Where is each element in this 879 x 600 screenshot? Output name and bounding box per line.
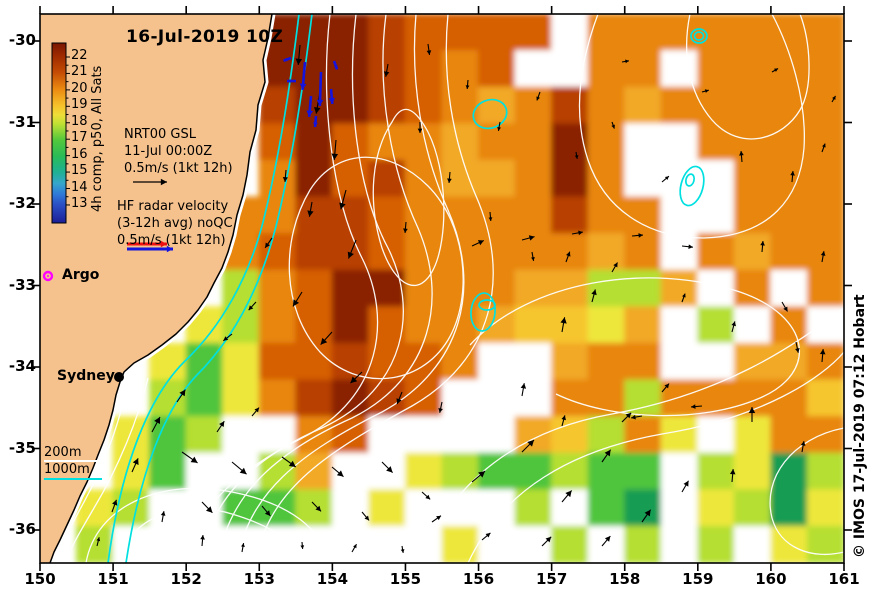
colorbar-tick-label: 21: [71, 64, 88, 80]
x-tick-label: 153: [243, 570, 275, 588]
y-tick-label: -35: [8, 438, 36, 457]
x-tick-label: 161: [828, 570, 860, 588]
x-tick-label: 160: [755, 570, 787, 588]
x-tick-label: 157: [535, 570, 568, 588]
colorbar-label: 4h comp, p50, All Sats: [90, 65, 105, 212]
copyright-text: © IMOS 17-Jul-2019 07:12 Hobart: [852, 294, 868, 558]
colorbar-tick-label: 20: [71, 80, 88, 96]
colorbar-tick-label: 22: [71, 48, 88, 63]
x-tick-label: 156: [462, 570, 495, 588]
x-tick-label: 150: [24, 570, 56, 588]
legend-hf-line3: 0.5m/s (1kt 12h): [117, 233, 226, 248]
colorbar-tick-label: 18: [71, 113, 88, 129]
colorbar-tick-label: 17: [71, 130, 88, 146]
hf-radar-arrows: [283, 56, 339, 128]
legend-nrt-line2: 11-Jul 00:00Z: [124, 144, 213, 159]
sydney-label: Sydney: [57, 368, 115, 384]
y-tick-label: -33: [8, 275, 36, 294]
legend-nrt-line3: 0.5m/s (1kt 12h): [124, 161, 233, 176]
x-tick-label: 151: [97, 570, 129, 588]
argo-label: Argo: [62, 267, 100, 283]
y-tick-label: -34: [8, 357, 36, 375]
colorbar-tick-label: 19: [71, 97, 88, 113]
y-tick-label: -31: [8, 112, 36, 131]
x-tick-label: 155: [389, 570, 422, 588]
legend-hf-line1: HF radar velocity: [117, 199, 229, 214]
y-tick-label: -36: [8, 520, 36, 538]
depth-200m-label: 200m: [44, 445, 82, 460]
y-tick-label: -32: [8, 194, 36, 212]
legend-hf-line2: (3-12h avg) noQC: [117, 216, 233, 231]
depth-1000m-label: 1000m: [44, 462, 90, 477]
colorbar-tick-label: 14: [71, 179, 88, 195]
colorbar-tick-label: 16: [71, 146, 88, 162]
y-tick-label: -30: [8, 31, 36, 49]
colorbar-tick-label: 15: [71, 163, 88, 179]
velocity-arrows: [96, 43, 836, 553]
argo-marker: [42, 270, 54, 282]
x-tick-label: 152: [170, 570, 202, 588]
x-tick-label: 159: [682, 570, 714, 588]
legend-nrt-line1: NRT00 GSL: [124, 127, 196, 142]
map-title: 16-Jul-2019 10Z: [126, 27, 284, 47]
colorbar-tick-label: 13: [71, 195, 88, 211]
sydney-marker: [114, 372, 124, 382]
x-tick-label: 154: [316, 570, 349, 588]
x-tick-label: 158: [609, 570, 641, 588]
